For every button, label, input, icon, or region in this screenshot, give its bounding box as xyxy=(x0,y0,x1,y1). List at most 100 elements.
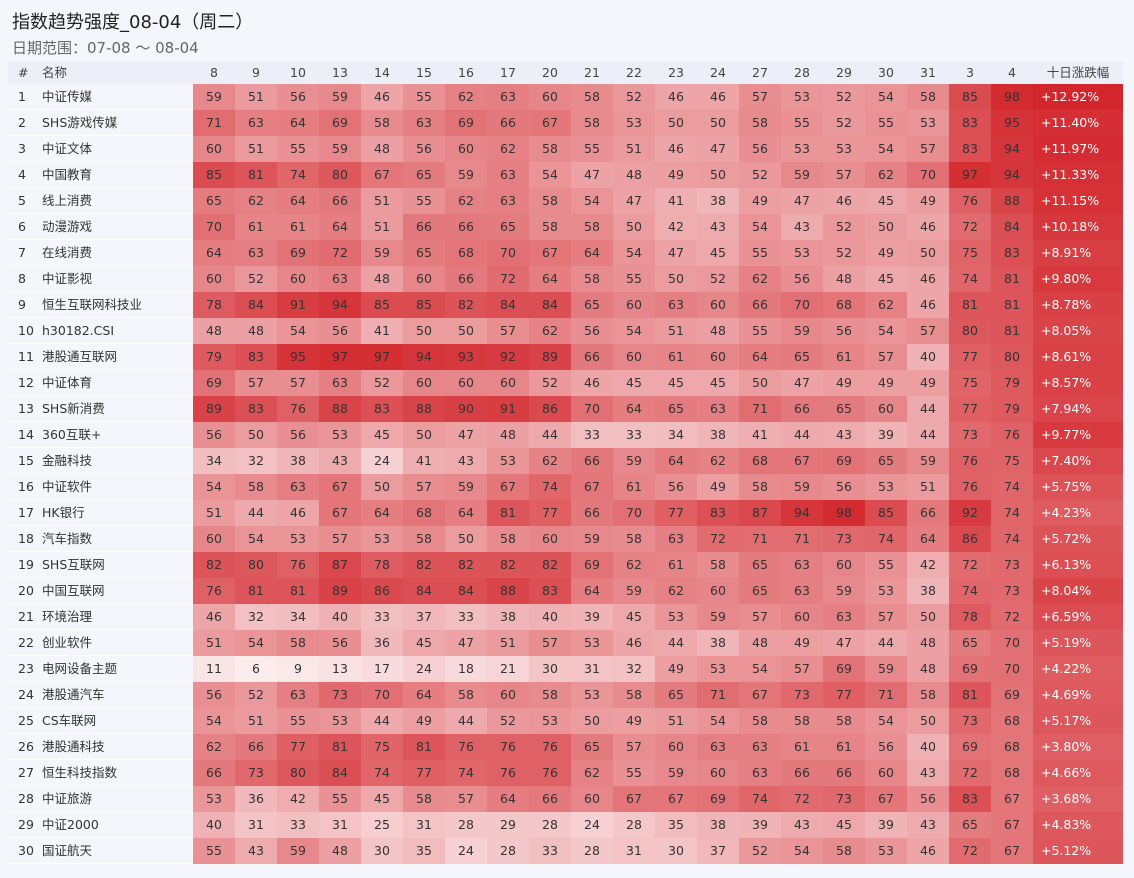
row-bg: 26 xyxy=(8,734,193,760)
heat-cell: 48 xyxy=(361,266,403,292)
heat-cell: 84 xyxy=(319,760,361,786)
row-index: 27 xyxy=(18,765,34,780)
heat-cell: 28 xyxy=(529,812,571,838)
row-label: 中证文体 xyxy=(42,141,93,156)
change-cell: +11.15% xyxy=(1033,188,1123,214)
row-bg: 4 xyxy=(8,162,193,188)
heat-cell: 74 xyxy=(949,578,991,604)
heat-cell: 30 xyxy=(529,656,571,682)
row-bg: 9 xyxy=(8,292,193,318)
heat-cell: 81 xyxy=(991,266,1033,292)
heat-cell: 60 xyxy=(529,526,571,552)
row-label: SHS互联网 xyxy=(42,557,105,572)
heat-cell: 72 xyxy=(319,240,361,266)
heat-cell: 30 xyxy=(655,838,697,864)
heat-cell: 63 xyxy=(487,162,529,188)
row-bg: 18 xyxy=(8,526,193,552)
heat-cell: 82 xyxy=(193,552,235,578)
row-index: 3 xyxy=(18,141,26,156)
row-index: 22 xyxy=(18,635,34,650)
heat-cell: 47 xyxy=(445,630,487,656)
heat-cell: 58 xyxy=(571,84,613,110)
heat-cell: 91 xyxy=(487,396,529,422)
heat-cell: 60 xyxy=(403,266,445,292)
heat-cell: 40 xyxy=(529,604,571,630)
heat-cell: 53 xyxy=(697,656,739,682)
heat-cell: 43 xyxy=(697,214,739,240)
column-header: 14 xyxy=(374,65,390,80)
heat-cell: 48 xyxy=(235,318,277,344)
heat-cell: 39 xyxy=(571,604,613,630)
heat-cell: 64 xyxy=(193,240,235,266)
heat-cell: 47 xyxy=(823,630,865,656)
row-index: 21 xyxy=(18,609,34,624)
heat-cell: 32 xyxy=(235,448,277,474)
row-index: 29 xyxy=(18,817,34,832)
heat-cell: 66 xyxy=(445,214,487,240)
heat-cell: 80 xyxy=(319,162,361,188)
row-label: 中证传媒 xyxy=(42,89,93,104)
column-header: 23 xyxy=(668,65,684,80)
change-cell: +3.68% xyxy=(1033,786,1123,812)
title: 指数趋势强度_08-04（周二） xyxy=(12,12,254,33)
change-cell: +5.72% xyxy=(1033,526,1123,552)
heat-cell: 95 xyxy=(991,110,1033,136)
heat-cell: 55 xyxy=(193,838,235,864)
heat-cell: 41 xyxy=(361,318,403,344)
heat-cell: 62 xyxy=(235,188,277,214)
heat-cell: 62 xyxy=(445,188,487,214)
heat-cell: 68 xyxy=(739,448,781,474)
heat-cell: 53 xyxy=(865,474,907,500)
heat-cell: 73 xyxy=(991,578,1033,604)
heat-cell: 58 xyxy=(697,552,739,578)
row-index: 25 xyxy=(18,713,34,728)
row-label: 线上消费 xyxy=(42,193,93,208)
heat-cell: 32 xyxy=(235,604,277,630)
heat-cell: 79 xyxy=(193,344,235,370)
heat-cell: 81 xyxy=(319,734,361,760)
heat-cell: 49 xyxy=(781,630,823,656)
heat-cell: 70 xyxy=(571,396,613,422)
change-cell: +12.92% xyxy=(1033,84,1123,110)
heat-cell: 57 xyxy=(319,526,361,552)
heat-cell: 11 xyxy=(193,656,235,682)
heat-cell: 55 xyxy=(319,786,361,812)
heat-cell: 33 xyxy=(571,422,613,448)
heat-cell: 81 xyxy=(235,578,277,604)
heat-cell: 69 xyxy=(571,552,613,578)
row-bg: 1 xyxy=(8,84,193,110)
change-cell: +8.57% xyxy=(1033,370,1123,396)
heat-cell: 63 xyxy=(823,604,865,630)
heat-cell: 58 xyxy=(529,214,571,240)
heat-cell: 66 xyxy=(529,786,571,812)
heat-cell: 65 xyxy=(655,396,697,422)
heat-cell: 59 xyxy=(781,162,823,188)
heat-cell: 46 xyxy=(697,84,739,110)
heat-cell: 83 xyxy=(529,578,571,604)
heat-cell: 68 xyxy=(991,708,1033,734)
heat-cell: 24 xyxy=(571,812,613,838)
heat-cell: 48 xyxy=(361,136,403,162)
row-bg: 28 xyxy=(8,786,193,812)
heat-cell: 38 xyxy=(697,812,739,838)
heat-cell: 57 xyxy=(487,318,529,344)
heat-cell: 83 xyxy=(949,786,991,812)
heat-cell: 55 xyxy=(277,136,319,162)
change-cell: +8.78% xyxy=(1033,292,1123,318)
heat-cell: 46 xyxy=(361,84,403,110)
heat-cell: 58 xyxy=(823,838,865,864)
heat-cell: 13 xyxy=(319,656,361,682)
change-cell: +6.59% xyxy=(1033,604,1123,630)
heat-cell: 55 xyxy=(739,318,781,344)
row-bg: 5 xyxy=(8,188,193,214)
heat-cell: 58 xyxy=(487,526,529,552)
heat-cell: 69 xyxy=(697,786,739,812)
heat-cell: 39 xyxy=(739,812,781,838)
heat-cell: 55 xyxy=(739,240,781,266)
heat-cell: 64 xyxy=(403,682,445,708)
heat-cell: 58 xyxy=(907,84,949,110)
heat-cell: 54 xyxy=(781,838,823,864)
heat-cell: 60 xyxy=(445,136,487,162)
heat-cell: 70 xyxy=(613,500,655,526)
heat-cell: 82 xyxy=(445,292,487,318)
